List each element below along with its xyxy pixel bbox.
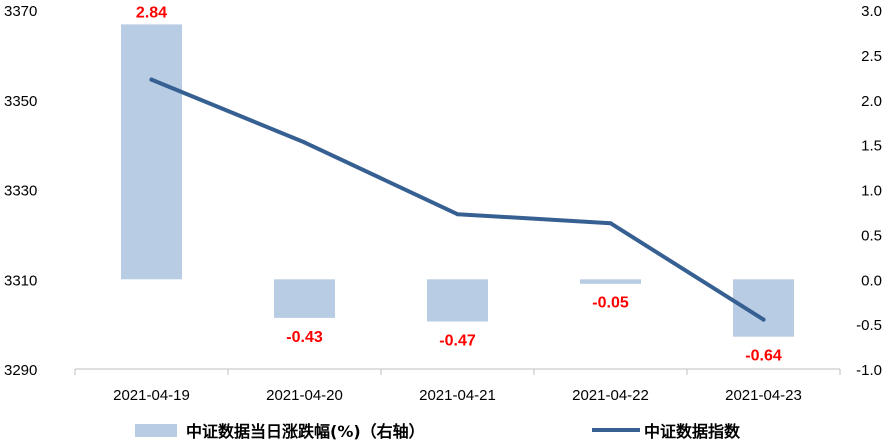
data-label-2021-04-19: 2.84 (136, 4, 167, 21)
left-tick-label: 3310 (4, 272, 37, 289)
data-label-2021-04-23: -0.64 (745, 348, 782, 365)
line-point-2021-04-20 (302, 140, 307, 145)
right-tick-label: -1.0 (856, 362, 882, 379)
x-tick-label: 2021-04-20 (266, 387, 343, 404)
right-tick-label: 0.5 (861, 227, 882, 244)
right-tick-label: 1.5 (861, 138, 882, 155)
legend-label-line: 中证数据指数 (644, 422, 741, 441)
left-tick-label: 3290 (4, 362, 37, 379)
line-point-2021-04-23 (761, 317, 766, 322)
bar-2021-04-22 (580, 279, 641, 284)
left-tick-label: 3350 (4, 93, 37, 110)
right-tick-label: 2.0 (861, 93, 882, 110)
right-tick-label: -0.5 (856, 317, 882, 334)
bar-2021-04-19 (121, 24, 182, 280)
x-tick-label: 2021-04-21 (419, 387, 496, 404)
data-label-2021-04-20: -0.43 (286, 329, 323, 346)
x-tick-label: 2021-04-22 (572, 387, 649, 404)
x-tick-label: 2021-04-23 (725, 387, 802, 404)
line-point-2021-04-22 (608, 221, 613, 226)
data-labels-layer: 2.84 -0.43 -0.47 -0.05 -0.64 (136, 4, 782, 364)
legend-label-bar: 中证数据当日涨跌幅(%)（右轴） (186, 422, 425, 441)
left-axis: 3370 3350 3330 3310 3290 (4, 3, 37, 379)
right-tick-label: 0.0 (861, 272, 882, 289)
legend: 中证数据当日涨跌幅(%)（右轴） 中证数据指数 (135, 422, 741, 441)
legend-swatch-bar (135, 424, 177, 437)
data-label-2021-04-21: -0.47 (439, 332, 476, 349)
left-tick-label: 3330 (4, 183, 37, 200)
x-tick-label: 2021-04-19 (113, 387, 190, 404)
line-point-2021-04-21 (455, 212, 460, 217)
right-tick-label: 2.5 (861, 48, 882, 65)
x-ticks-layer: 2021-04-19 2021-04-20 2021-04-21 2021-04-22… (74, 369, 841, 404)
line-layer (149, 77, 766, 322)
bars-layer (121, 24, 794, 337)
right-tick-label: 1.0 (861, 183, 882, 200)
right-tick-label: 3.0 (861, 3, 882, 20)
left-tick-label: 3370 (4, 3, 37, 20)
bar-2021-04-20 (274, 279, 335, 318)
line-point-2021-04-19 (149, 77, 154, 82)
right-axis: 3.0 2.5 2.0 1.5 1.0 0.5 0.0 -0.5 -1.0 (856, 3, 882, 379)
data-label-2021-04-22: -0.05 (592, 295, 629, 312)
bar-2021-04-21 (427, 279, 488, 322)
